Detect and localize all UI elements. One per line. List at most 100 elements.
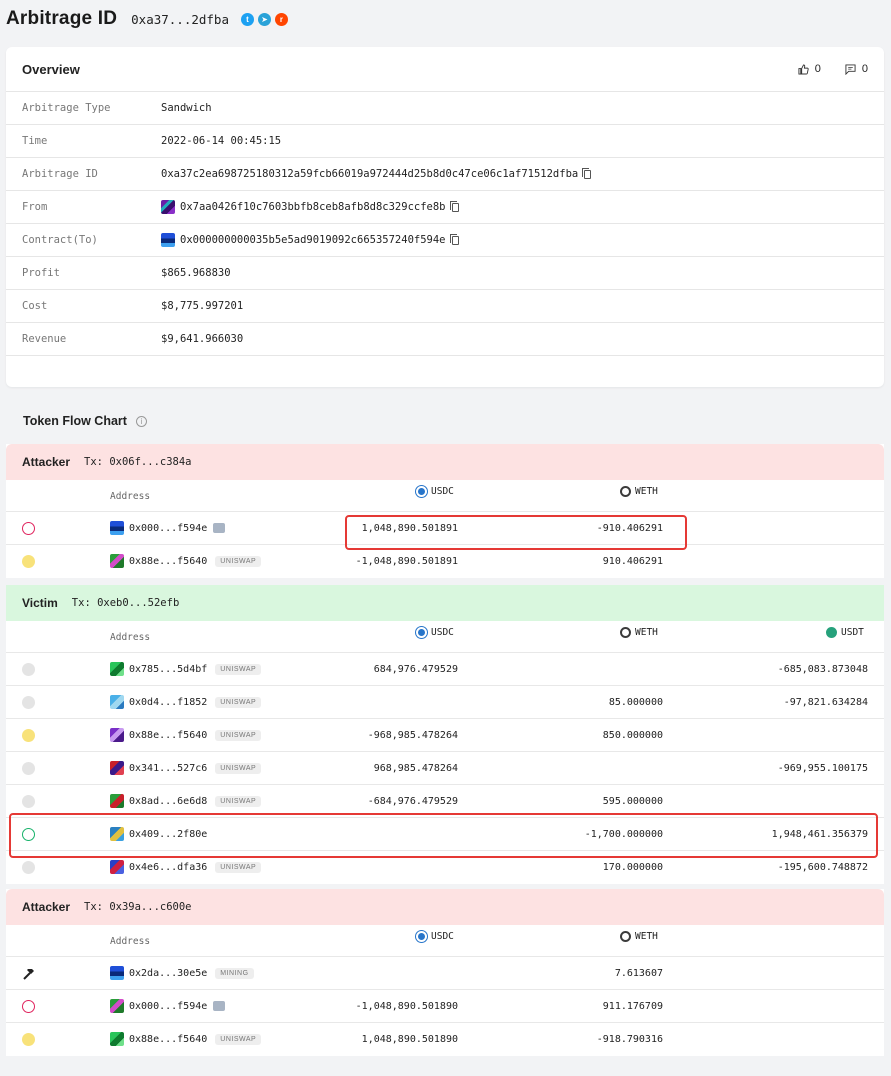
table-row: 0x2da...30e5e MINING 7.613607 xyxy=(6,957,884,990)
twitter-icon[interactable]: t xyxy=(240,12,254,26)
weth-label: WETH xyxy=(635,931,658,942)
weth-amount: 170.000000 xyxy=(602,862,663,873)
table-row: 0x785...5d4bf UNISWAP 684,976.479529 -685,0… xyxy=(6,653,884,686)
comment-count: 0 xyxy=(861,63,868,75)
weth-column-header[interactable]: WETH xyxy=(620,627,658,638)
usdc-column-header[interactable]: USDC xyxy=(416,486,454,497)
usdc-column-header[interactable]: USDC xyxy=(416,627,454,638)
usdc-amount: -1,048,890.501890 xyxy=(355,1001,458,1012)
usdc-icon xyxy=(416,486,427,497)
copy-icon[interactable] xyxy=(449,200,459,212)
protocol-tag: UNISWAP xyxy=(215,555,262,567)
weth-amount: 911.176709 xyxy=(602,1001,663,1012)
overview-row-cost: Cost $8,775.997201 xyxy=(6,290,884,323)
transaction-link[interactable]: Tx: 0x39a...c600e xyxy=(84,901,192,913)
protocol-tag: UNISWAP xyxy=(215,861,262,873)
address-cell: 0x000...f594e xyxy=(110,999,226,1013)
address-link[interactable]: 0x409...2f80e xyxy=(129,828,208,840)
address-avatar xyxy=(161,233,175,247)
thumbs-up-icon xyxy=(798,63,809,75)
comment-icon xyxy=(845,63,856,75)
transaction-link[interactable]: Tx: 0xeb0...52efb xyxy=(71,597,180,609)
overview-header: Overview 0 0 xyxy=(6,47,884,92)
copy-icon[interactable] xyxy=(449,233,459,245)
pool-dot-icon xyxy=(22,1033,35,1046)
table-row: 0x8ad...6e6d8 UNISWAP -684,976.479529 595.0… xyxy=(6,785,884,818)
row-value: $8,775.997201 xyxy=(161,300,244,312)
transaction-link[interactable]: Tx: 0x06f...c384a xyxy=(84,456,192,468)
address-link[interactable]: 0x000...f594e xyxy=(129,1000,208,1012)
usdt-icon xyxy=(826,627,837,638)
weth-column-header[interactable]: WETH xyxy=(620,486,658,497)
address-avatar xyxy=(110,999,124,1013)
address-link[interactable]: 0x88e...f5640 xyxy=(129,729,208,741)
address-link[interactable]: 0x785...5d4bf xyxy=(129,663,208,675)
telegram-icon[interactable]: ➤ xyxy=(257,12,271,26)
usdc-amount: -968,985.478264 xyxy=(367,730,458,741)
address-link[interactable]: 0x341...527c6 xyxy=(129,762,208,774)
address-cell: 0x2da...30e5e MINING xyxy=(110,966,254,980)
weth-label: WETH xyxy=(635,486,658,497)
address-link[interactable]: 0x2da...30e5e xyxy=(129,967,208,979)
reddit-icon[interactable]: r xyxy=(274,12,288,26)
address-link[interactable]: 0x4e6...dfa36 xyxy=(129,861,208,873)
overview-row-id: Arbitrage ID 0xa37c2ea698725180312a59fcb… xyxy=(6,158,884,191)
address-link[interactable]: 0x0d4...f1852 xyxy=(129,696,208,708)
address-column-header: Address xyxy=(110,936,151,947)
overview-card: Overview 0 0 Arbitrage Type Sandwich Tim… xyxy=(6,47,884,387)
address-cell: 0x341...527c6 UNISWAP xyxy=(110,761,262,775)
token-flow-title: Token Flow Chart xyxy=(23,414,127,428)
overview-row-contract: Contract(To) 0x000000000035b5e5ad9019092… xyxy=(6,224,884,257)
address-link[interactable]: 0x000...f594e xyxy=(129,522,208,534)
section-header: Victim Tx: 0xeb0...52efb xyxy=(6,585,884,621)
address-cell: 0x409...2f80e xyxy=(110,827,207,841)
usdc-amount: -684,976.479529 xyxy=(367,796,458,807)
like-button[interactable]: 0 xyxy=(798,63,821,75)
bot-icon xyxy=(22,522,35,535)
address-cell: 0x8ad...6e6d8 UNISWAP xyxy=(110,794,262,808)
row-label: Arbitrage Type xyxy=(22,102,111,114)
table-row: 0x341...527c6 UNISWAP 968,985.478264 -969,9… xyxy=(6,752,884,785)
address-link[interactable]: 0x88e...f5640 xyxy=(129,555,208,567)
usdc-label: USDC xyxy=(431,486,454,497)
weth-icon xyxy=(620,931,631,942)
bot-icon xyxy=(22,1000,35,1013)
address-cell: 0x4e6...dfa36 UNISWAP xyxy=(110,860,262,874)
pool-dot-icon xyxy=(22,795,35,808)
address-avatar xyxy=(110,827,124,841)
info-icon[interactable]: i xyxy=(135,415,147,427)
usdc-amount: -1,048,890.501891 xyxy=(355,556,458,567)
row-label: Time xyxy=(22,135,48,147)
arbitrage-id-value: 0xa37c2ea698725180312a59fcb66019a972444d… xyxy=(161,168,579,180)
table-row: 0x88e...f5640 UNISWAP 1,048,890.501890 -918… xyxy=(6,1023,884,1056)
attacker-section: Attacker Tx: 0x39a...c600e Address USDC WETH… xyxy=(6,889,884,1056)
address-link[interactable]: 0x88e...f5640 xyxy=(129,1033,208,1045)
row-label: Revenue xyxy=(22,333,67,345)
usdt-column-header[interactable]: USDT xyxy=(826,627,864,638)
weth-amount: 85.000000 xyxy=(608,697,663,708)
from-address-link[interactable]: 0x7aa0426f10c7603bbfb8ceb8afb8d8c329ccfe… xyxy=(180,201,446,213)
overview-row-type: Arbitrage Type Sandwich xyxy=(6,92,884,125)
weth-column-header[interactable]: WETH xyxy=(620,931,658,942)
overview-row-from: From 0x7aa0426f10c7603bbfb8ceb8afb8d8c32… xyxy=(6,191,884,224)
table-row: 0x0d4...f1852 UNISWAP 85.000000 -97,821.634… xyxy=(6,686,884,719)
usdt-label: USDT xyxy=(841,627,864,638)
weth-amount: 850.000000 xyxy=(602,730,663,741)
weth-amount: 910.406291 xyxy=(602,556,663,567)
table-header: Address USDC WETH xyxy=(6,925,884,957)
table-row: 0x4e6...dfa36 UNISWAP 170.000000 -195,600.7… xyxy=(6,851,884,884)
contract-address-link[interactable]: 0x000000000035b5e5ad9019092c665357240f59… xyxy=(180,234,446,246)
pool-dot-icon xyxy=(22,663,35,676)
address-avatar xyxy=(110,521,124,535)
comment-button[interactable]: 0 xyxy=(845,63,868,75)
row-label: Contract(To) xyxy=(22,234,98,246)
address-cell: 0x88e...f5640 UNISWAP xyxy=(110,1032,262,1046)
usdc-label: USDC xyxy=(431,627,454,638)
usdc-amount: 1,048,890.501891 xyxy=(361,523,458,534)
page-header: Arbitrage ID 0xa37...2dfba t ➤ r xyxy=(6,6,288,32)
address-avatar xyxy=(110,794,124,808)
address-link[interactable]: 0x8ad...6e6d8 xyxy=(129,795,208,807)
table-header: Address USDC WETH USDT xyxy=(6,621,884,653)
copy-icon[interactable] xyxy=(582,167,592,179)
usdc-column-header[interactable]: USDC xyxy=(416,931,454,942)
